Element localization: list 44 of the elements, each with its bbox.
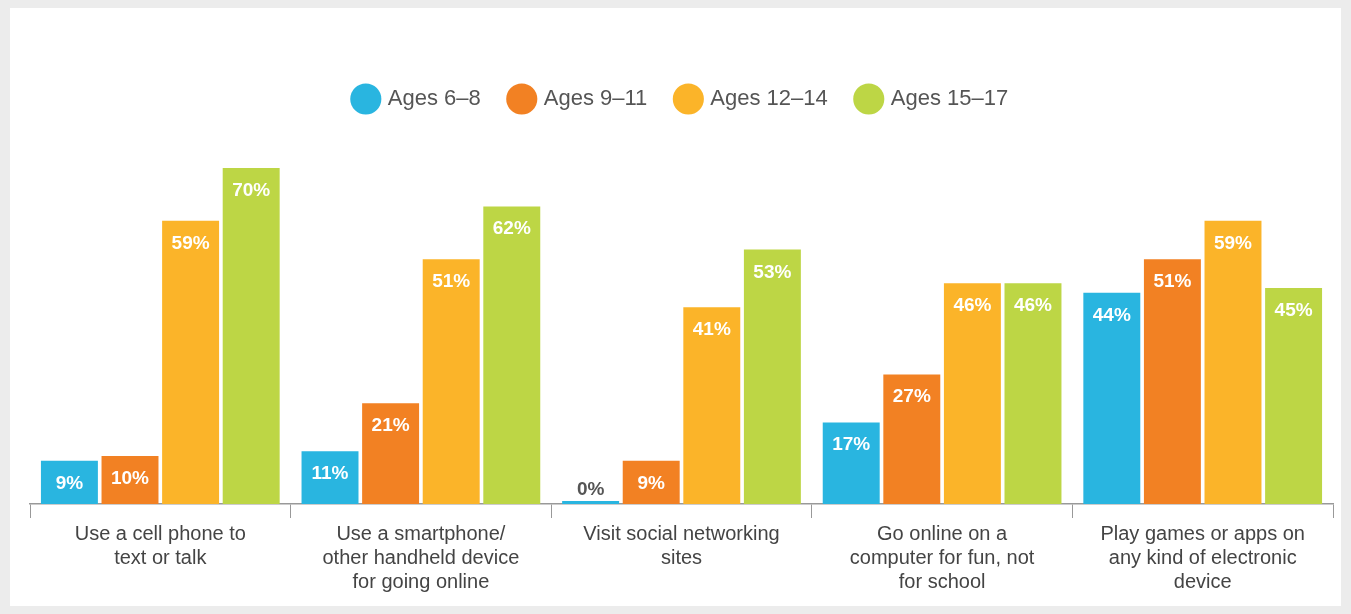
bar [362, 403, 420, 504]
bar [683, 307, 741, 504]
bar [1143, 259, 1201, 504]
data-label: 62% [492, 217, 531, 239]
x-tick-label: Use a cell phone to text or talk [74, 521, 246, 568]
data-label: 21% [371, 414, 410, 436]
bar [1204, 220, 1262, 504]
data-label: 11% [311, 462, 349, 484]
data-label: 27% [892, 385, 931, 407]
legend-label: Ages 6–8 [387, 85, 481, 111]
data-label: 59% [171, 231, 210, 253]
data-label: 9% [55, 471, 84, 493]
data-label: 46% [953, 294, 992, 316]
bar [222, 168, 280, 504]
bar [483, 206, 541, 504]
data-label: 41% [692, 318, 731, 340]
data-label: 46% [1013, 294, 1053, 316]
data-label: 17% [832, 433, 871, 455]
bar [743, 249, 801, 504]
data-label: 10% [110, 467, 150, 488]
data-label: 0% [576, 478, 605, 499]
data-label: 53% [753, 260, 792, 282]
data-label: 70% [232, 179, 271, 200]
bar [883, 374, 941, 504]
bar [422, 259, 480, 504]
bar [1004, 283, 1062, 504]
x-tick-label: Visit social networking sites [583, 521, 780, 568]
legend-label: Ages 9–11 [543, 85, 648, 111]
data-label: 9% [637, 471, 666, 493]
data-label: 51% [1153, 270, 1192, 292]
bar [1265, 288, 1323, 504]
x-tick-label: Play games or apps on any kind of electronic device [1100, 521, 1305, 592]
data-label: 45% [1274, 299, 1313, 320]
x-tick-label: Use a smartphone/ other handheld device for going online [322, 521, 520, 592]
bar [1083, 292, 1141, 504]
data-label: 51% [432, 270, 471, 292]
data-label: 44% [1092, 303, 1131, 325]
x-tick-label: Go online on a computer for fun, not for school [849, 521, 1035, 592]
legend-label: Ages 12–14 [710, 85, 828, 111]
legend-label: Ages 15–17 [890, 85, 1009, 111]
bar [943, 283, 1001, 504]
data-label: 59% [1213, 231, 1253, 253]
bar [162, 220, 220, 504]
bar [822, 422, 880, 504]
